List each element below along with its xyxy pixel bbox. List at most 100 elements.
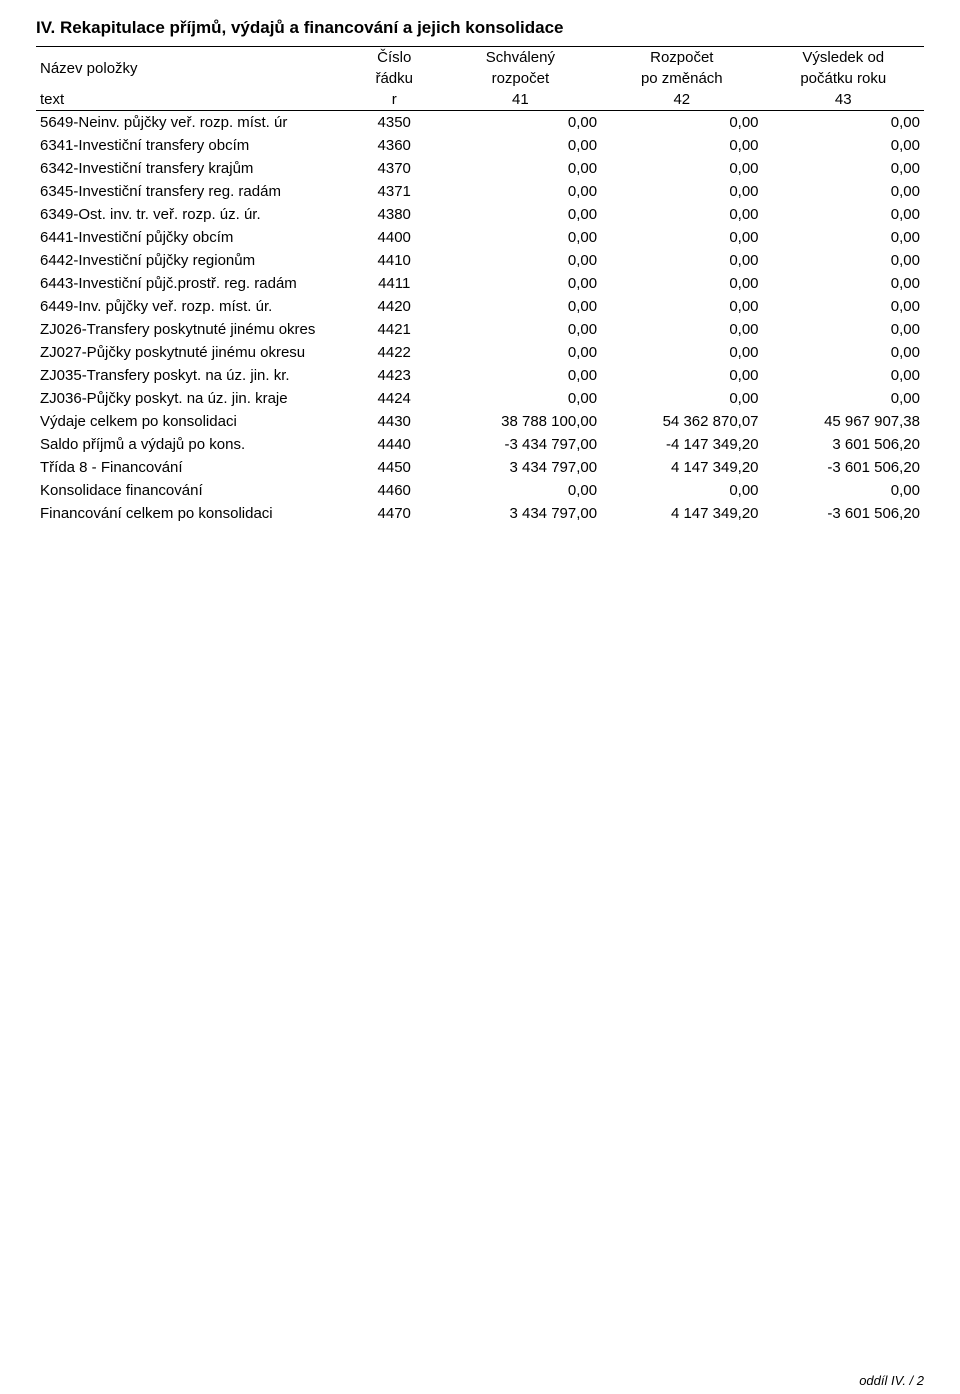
row-value: 0,00: [763, 479, 924, 502]
row-value: 0,00: [763, 157, 924, 180]
row-name: 6442-Investiční půjčky regionům: [36, 249, 349, 272]
row-number: 4380: [349, 203, 440, 226]
row-number: 4422: [349, 341, 440, 364]
row-value: 0,00: [440, 479, 601, 502]
subheader-r: r: [349, 89, 440, 111]
row-value: 0,00: [763, 180, 924, 203]
row-value: 0,00: [440, 295, 601, 318]
row-value: 0,00: [601, 364, 762, 387]
row-value: 0,00: [440, 111, 601, 135]
row-value: 0,00: [601, 479, 762, 502]
row-value: 0,00: [440, 157, 601, 180]
header-v2-top: Rozpočet: [601, 47, 762, 69]
row-value: 0,00: [601, 226, 762, 249]
row-name: ZJ036-Půjčky poskyt. na úz. jin. kraje: [36, 387, 349, 410]
row-number: 4470: [349, 502, 440, 525]
row-name: Saldo příjmů a výdajů po kons.: [36, 433, 349, 456]
header-name: Název položky: [36, 47, 349, 90]
table-row: 6345-Investiční transfery reg. radám4371…: [36, 180, 924, 203]
row-number: 4440: [349, 433, 440, 456]
row-value: 0,00: [601, 203, 762, 226]
row-number: 4421: [349, 318, 440, 341]
row-value: 0,00: [601, 341, 762, 364]
row-value: 0,00: [440, 364, 601, 387]
subheader-v3: 43: [763, 89, 924, 111]
row-name: 6342-Investiční transfery krajům: [36, 157, 349, 180]
header-v1-bot: rozpočet: [440, 68, 601, 89]
section-title: IV. Rekapitulace příjmů, výdajů a financ…: [36, 18, 924, 38]
row-value: 3 601 506,20: [763, 433, 924, 456]
recap-table: Název položky Číslo Schválený Rozpočet V…: [36, 46, 924, 525]
table-row: ZJ036-Půjčky poskyt. na úz. jin. kraje44…: [36, 387, 924, 410]
row-number: 4370: [349, 157, 440, 180]
row-name: 6341-Investiční transfery obcím: [36, 134, 349, 157]
row-value: 0,00: [763, 295, 924, 318]
table-row: 6342-Investiční transfery krajům43700,00…: [36, 157, 924, 180]
row-value: 0,00: [763, 134, 924, 157]
row-value: 0,00: [440, 341, 601, 364]
row-name: Konsolidace financování: [36, 479, 349, 502]
header-v3-bot: počátku roku: [763, 68, 924, 89]
row-number: 4450: [349, 456, 440, 479]
row-name: Financování celkem po konsolidaci: [36, 502, 349, 525]
row-number: 4420: [349, 295, 440, 318]
row-number: 4430: [349, 410, 440, 433]
page: IV. Rekapitulace příjmů, výdajů a financ…: [0, 0, 960, 1394]
row-value: -3 601 506,20: [763, 502, 924, 525]
subheader-v2: 42: [601, 89, 762, 111]
header-v3-top: Výsledek od: [763, 47, 924, 69]
table-row: ZJ027-Půjčky poskytnuté jinému okresu442…: [36, 341, 924, 364]
row-number: 4460: [349, 479, 440, 502]
subheader-v1: 41: [440, 89, 601, 111]
row-value: 0,00: [763, 341, 924, 364]
row-value: 0,00: [601, 157, 762, 180]
table-row: 6349-Ost. inv. tr. veř. rozp. úz. úr.438…: [36, 203, 924, 226]
row-number: 4424: [349, 387, 440, 410]
table-row: Třída 8 - Financování44503 434 797,004 1…: [36, 456, 924, 479]
table-row: 6449-Inv. půjčky veř. rozp. míst. úr.442…: [36, 295, 924, 318]
row-value: 38 788 100,00: [440, 410, 601, 433]
row-value: 0,00: [601, 318, 762, 341]
table-row: Saldo příjmů a výdajů po kons.4440-3 434…: [36, 433, 924, 456]
row-number: 4411: [349, 272, 440, 295]
table-row: 6443-Investiční půjč.prostř. reg. radám4…: [36, 272, 924, 295]
row-name: Třída 8 - Financování: [36, 456, 349, 479]
table-row: 6442-Investiční půjčky regionům44100,000…: [36, 249, 924, 272]
row-value: 3 434 797,00: [440, 502, 601, 525]
row-number: 4350: [349, 111, 440, 135]
row-name: ZJ027-Půjčky poskytnuté jinému okresu: [36, 341, 349, 364]
row-value: 0,00: [601, 272, 762, 295]
header-r-bot: řádku: [349, 68, 440, 89]
table-row: 6341-Investiční transfery obcím43600,000…: [36, 134, 924, 157]
row-value: 0,00: [763, 318, 924, 341]
row-value: 0,00: [440, 318, 601, 341]
row-value: 0,00: [763, 387, 924, 410]
row-value: 0,00: [601, 249, 762, 272]
page-footer: oddíl IV. / 2: [859, 1373, 924, 1388]
row-value: 4 147 349,20: [601, 502, 762, 525]
row-number: 4400: [349, 226, 440, 249]
row-value: 0,00: [440, 387, 601, 410]
table-row: ZJ026-Transfery poskytnuté jinému okres4…: [36, 318, 924, 341]
row-value: 0,00: [763, 111, 924, 135]
row-name: ZJ026-Transfery poskytnuté jinému okres: [36, 318, 349, 341]
header-v2-bot: po změnách: [601, 68, 762, 89]
row-value: 4 147 349,20: [601, 456, 762, 479]
table-row: 6441-Investiční půjčky obcím44000,000,00…: [36, 226, 924, 249]
row-value: 0,00: [440, 249, 601, 272]
table-row: Konsolidace financování44600,000,000,00: [36, 479, 924, 502]
row-name: 6441-Investiční půjčky obcím: [36, 226, 349, 249]
row-name: 5649-Neinv. půjčky veř. rozp. míst. úr: [36, 111, 349, 135]
row-number: 4423: [349, 364, 440, 387]
table-row: Financování celkem po konsolidaci44703 4…: [36, 502, 924, 525]
row-value: 54 362 870,07: [601, 410, 762, 433]
row-name: 6345-Investiční transfery reg. radám: [36, 180, 349, 203]
row-value: 0,00: [763, 249, 924, 272]
row-number: 4410: [349, 249, 440, 272]
header-r-top: Číslo: [349, 47, 440, 69]
row-value: 0,00: [440, 134, 601, 157]
table-body: 5649-Neinv. půjčky veř. rozp. míst. úr43…: [36, 111, 924, 526]
row-name: 6449-Inv. půjčky veř. rozp. míst. úr.: [36, 295, 349, 318]
table-row: Výdaje celkem po konsolidaci443038 788 1…: [36, 410, 924, 433]
row-value: 0,00: [763, 272, 924, 295]
